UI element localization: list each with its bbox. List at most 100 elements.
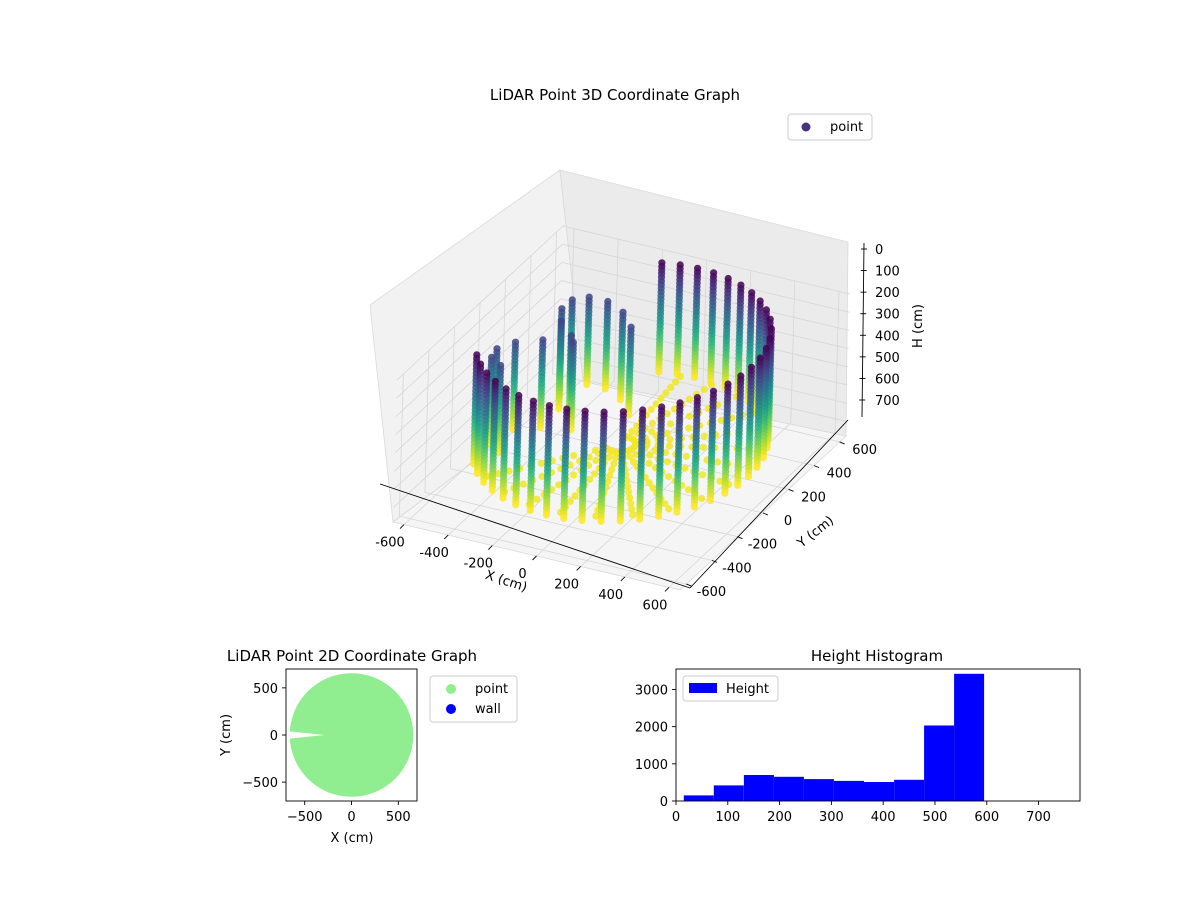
z-tick-label-3d: 100	[875, 265, 900, 280]
data-point-3d	[667, 420, 675, 428]
data-point-3d	[473, 469, 482, 477]
chart-histogram: Height Histogram 0 100 200 300 400 500 600 7000…	[635, 647, 1081, 825]
x-tick-label-2d: −500	[287, 810, 323, 825]
data-point-3d	[591, 470, 599, 478]
x-tick-label-histogram: 700	[1026, 810, 1051, 825]
data-point-3d	[512, 501, 520, 509]
x-tick-label-3d: 600	[643, 598, 668, 613]
y-tick-label-3d: -400	[722, 561, 752, 576]
y-tick-label-histogram: 1000	[635, 758, 668, 773]
data-point-3d	[555, 481, 563, 489]
y-axis-label-3d: Y (cm)	[794, 513, 837, 551]
data-point-3d	[649, 484, 657, 492]
z-axis-line	[861, 242, 865, 418]
data-point-3d	[657, 394, 665, 402]
grid-line-y	[424, 350, 713, 561]
x-tick-label-histogram: 300	[819, 810, 844, 825]
data-point-3d	[616, 517, 624, 525]
data-point-3d	[655, 512, 663, 520]
histogram-bar	[894, 779, 925, 801]
data-point-3d	[673, 508, 681, 516]
chart-2d: LiDAR Point 2D Coordinate Graph −500 0 500…	[219, 647, 518, 846]
y-tick-mark-3d	[686, 583, 692, 587]
y-tick-label-3d: 200	[801, 490, 826, 505]
data-point-3d	[682, 452, 690, 460]
data-point-3d	[480, 478, 488, 486]
legend-3d: point	[787, 113, 873, 141]
data-point-3d	[566, 497, 574, 505]
legend-2d-label-point: point	[475, 682, 508, 697]
data-point-3d	[665, 505, 673, 513]
data-point-3d	[681, 464, 689, 472]
y-tick-label-3d: 0	[784, 514, 792, 529]
legend-3d-label-point: point	[830, 120, 863, 135]
z-tick-label-3d: 0	[875, 243, 883, 258]
histogram-bar	[773, 776, 804, 801]
data-point-3d	[684, 486, 693, 494]
data-point-3d	[744, 473, 753, 481]
z-tick-label-3d: 700	[875, 394, 900, 409]
data-point-3d	[592, 456, 600, 465]
data-point-3d	[533, 495, 541, 503]
grid-line-y	[398, 374, 687, 585]
data-point-3d	[655, 368, 663, 376]
histogram-bar	[683, 795, 714, 801]
x-tick-label-histogram: 200	[767, 810, 792, 825]
legend-2d-marker-wall	[446, 704, 456, 714]
y-tick-mark-3d	[839, 441, 845, 445]
data-point-3d	[612, 454, 620, 462]
data-point-3d	[605, 453, 613, 461]
x-tick-label-3d: -200	[464, 557, 494, 572]
y-tick-label-histogram: 2000	[635, 721, 668, 736]
data-point-3d	[601, 385, 609, 393]
data-point-3d	[662, 389, 670, 397]
y-tick-mark-3d	[788, 488, 794, 492]
y-tick-mark-3d	[737, 536, 743, 540]
data-point-3d	[700, 432, 708, 440]
y-tick-label-2d: 0	[270, 729, 278, 744]
data-point-3d	[676, 372, 685, 380]
x-tick-label-3d: -600	[375, 536, 405, 551]
data-point-3d	[717, 416, 725, 424]
point-cloud-3d	[470, 259, 776, 525]
data-point-3d	[759, 454, 767, 462]
grid-line-z	[396, 243, 850, 399]
y-tick-label-3d: 600	[852, 443, 877, 458]
y-tick-label-2d: −500	[242, 776, 278, 791]
x-tick-label-3d: 200	[554, 577, 579, 592]
chart-2d-title: LiDAR Point 2D Coordinate Graph	[227, 647, 477, 665]
data-point-3d	[690, 373, 699, 382]
x-axis-label-2d: X (cm)	[331, 831, 374, 846]
ticks-2d: −500 0 500 −500 0 500	[242, 682, 410, 825]
legend-3d-frame	[787, 113, 873, 141]
data-point-3d	[667, 383, 675, 391]
grid-line-z	[396, 225, 851, 381]
histogram-bar	[803, 779, 834, 801]
y-tick-label-3d: 400	[827, 467, 852, 482]
legend-histogram: Height	[682, 675, 779, 702]
data-point-3d	[610, 460, 618, 468]
data-point-3d	[571, 492, 579, 500]
z-tick-label-3d: 200	[875, 286, 900, 301]
data-point-3d	[753, 463, 761, 471]
data-point-3d	[536, 423, 545, 431]
data-point-3d	[646, 451, 654, 459]
grid-line-y	[552, 231, 840, 443]
data-point-3d	[666, 435, 674, 444]
data-point-3d	[570, 471, 578, 479]
data-point-3d	[651, 447, 659, 455]
histogram-bars	[683, 673, 985, 801]
data-point-3d	[707, 381, 716, 389]
data-point-3d	[560, 514, 568, 522]
data-point-3d	[645, 479, 653, 487]
y-axis-line	[689, 419, 849, 589]
data-point-3d	[665, 473, 673, 481]
plot-area-histogram	[675, 668, 1081, 802]
x-tick-mark-3d	[443, 534, 449, 540]
grid-line-y	[526, 255, 815, 467]
y-tick-label-histogram: 0	[660, 795, 668, 810]
legend-3d-marker-point	[801, 122, 811, 132]
x-tick-label-2d: 500	[386, 810, 411, 825]
data-point-3d	[623, 477, 631, 485]
